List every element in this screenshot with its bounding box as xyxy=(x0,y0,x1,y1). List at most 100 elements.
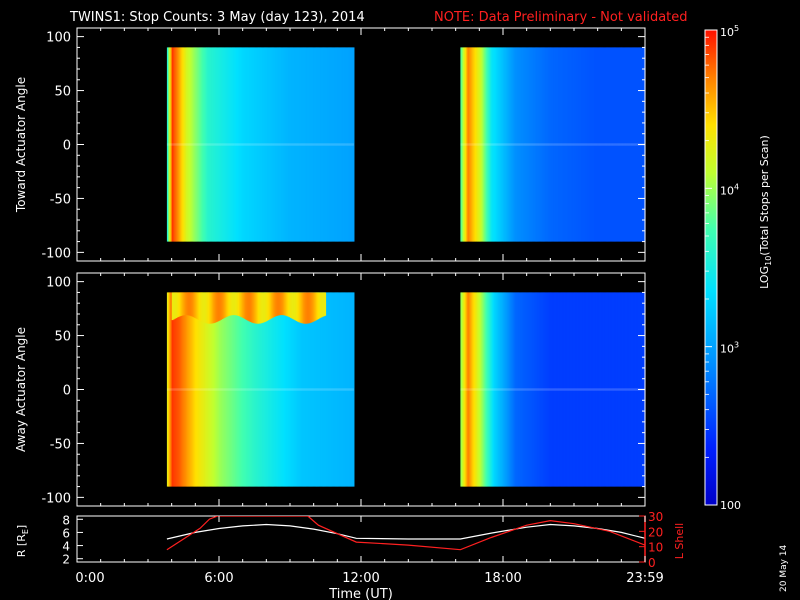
high-count-band xyxy=(273,292,276,317)
heatmap-cell xyxy=(526,292,529,487)
heatmap-cell xyxy=(529,47,531,242)
heatmap-cell xyxy=(182,47,185,242)
right-y-tick-label: 20 xyxy=(648,525,663,539)
colorbar-tick-exp: 4 xyxy=(734,182,739,191)
high-count-band xyxy=(245,292,247,320)
heatmap-cell xyxy=(462,47,465,242)
heatmap-cell xyxy=(282,292,285,487)
heatmap-cell xyxy=(636,47,639,242)
heatmap-cell xyxy=(171,47,174,242)
heatmap-cell xyxy=(311,292,314,487)
high-count-band xyxy=(174,292,176,319)
heatmap-cell xyxy=(274,47,277,242)
high-count-band xyxy=(285,292,288,316)
heatmap-cell xyxy=(505,292,508,487)
heatmap-cell xyxy=(285,292,288,487)
heatmap-cell xyxy=(587,292,589,487)
heatmap-cell xyxy=(222,47,225,242)
x-tick-label: 18:00 xyxy=(484,571,521,586)
heatmap-cell xyxy=(322,47,324,242)
heatmap-cell xyxy=(301,47,304,242)
heatmap-cell xyxy=(628,292,631,487)
heatmap-cell xyxy=(564,47,567,242)
high-count-band xyxy=(261,292,264,323)
high-count-band xyxy=(320,292,323,318)
heatmap-cell xyxy=(595,292,598,487)
heatmap-cell xyxy=(622,292,625,487)
heatmap-cell xyxy=(588,47,590,242)
heatmap-cell xyxy=(292,292,295,487)
heatmap-cell xyxy=(596,47,599,242)
heatmap-cell xyxy=(265,292,267,487)
heatmap-cell xyxy=(350,47,353,242)
heatmap-cell xyxy=(468,47,471,242)
heatmap-cell xyxy=(169,292,172,487)
heatmap-cell xyxy=(181,47,183,242)
high-count-band xyxy=(298,292,301,323)
high-count-band xyxy=(187,292,189,316)
high-count-band xyxy=(188,292,191,316)
heatmap-cell xyxy=(538,292,541,487)
heatmap-cell xyxy=(495,47,498,242)
heatmap-cell xyxy=(313,292,316,487)
heatmap-cell xyxy=(519,47,522,242)
heatmap-cell xyxy=(466,292,469,487)
heatmap-cell xyxy=(216,47,219,242)
heatmap-cell xyxy=(632,47,634,242)
heatmap-cell xyxy=(589,47,592,242)
heatmap-cell xyxy=(223,47,226,242)
high-count-band xyxy=(233,292,235,316)
heatmap-cell xyxy=(548,47,550,242)
heatmap-cell xyxy=(594,292,596,487)
heatmap-cell xyxy=(202,292,205,487)
heatmap-cell xyxy=(259,292,261,487)
colorbar-fill xyxy=(705,30,717,505)
heatmap-cell xyxy=(461,292,464,487)
heatmap-cell xyxy=(178,47,181,242)
heatmap-cell xyxy=(463,47,466,242)
heatmap-cell xyxy=(507,47,510,242)
heatmap-cell xyxy=(526,47,529,242)
high-count-band xyxy=(190,292,193,317)
heatmap-cell xyxy=(306,292,309,487)
heatmap-cell xyxy=(237,292,240,487)
heatmap-cell xyxy=(204,292,207,487)
figure-title: TWINS1: Stop Counts: 3 May (day 123), 20… xyxy=(69,10,365,25)
heatmap-cell xyxy=(589,292,592,487)
high-count-band xyxy=(248,292,251,322)
heatmap-cell xyxy=(486,47,489,242)
heatmap-cell xyxy=(292,47,295,242)
high-count-band xyxy=(182,292,185,316)
heatmap-cell xyxy=(318,292,321,487)
high-count-band xyxy=(279,292,282,316)
colorbar-tick-exp: 3 xyxy=(734,341,739,350)
high-count-band xyxy=(294,292,297,321)
heatmap-cell xyxy=(206,47,208,242)
heatmap-cell xyxy=(268,292,271,487)
heatmap-cell xyxy=(285,47,288,242)
heatmap-cell xyxy=(322,292,324,487)
heatmap-cell xyxy=(527,47,530,242)
y-axis-label: Away Actuator Angle xyxy=(14,327,28,452)
heatmap-cell xyxy=(177,292,180,487)
heatmap-cell xyxy=(620,292,622,487)
heatmap-cell xyxy=(340,292,343,487)
high-count-band xyxy=(268,292,271,320)
heatmap-cell xyxy=(313,47,316,242)
heatmap-cell xyxy=(565,47,568,242)
heatmap-cell xyxy=(553,292,556,487)
heatmap-cell xyxy=(601,47,603,242)
heatmap-cell xyxy=(275,292,278,487)
heatmap-cell xyxy=(517,292,519,487)
heatmap-cell xyxy=(343,47,346,242)
heatmap-cell xyxy=(548,292,550,487)
heatmap-cell xyxy=(331,47,334,242)
high-count-band xyxy=(242,292,245,319)
heatmap-cell xyxy=(259,47,261,242)
heatmap-cell xyxy=(460,292,463,487)
heatmap-cell xyxy=(219,292,221,487)
high-count-band xyxy=(316,292,318,320)
high-count-band xyxy=(253,292,256,324)
heatmap-cell xyxy=(342,292,344,487)
heatmap-cell xyxy=(504,292,506,487)
